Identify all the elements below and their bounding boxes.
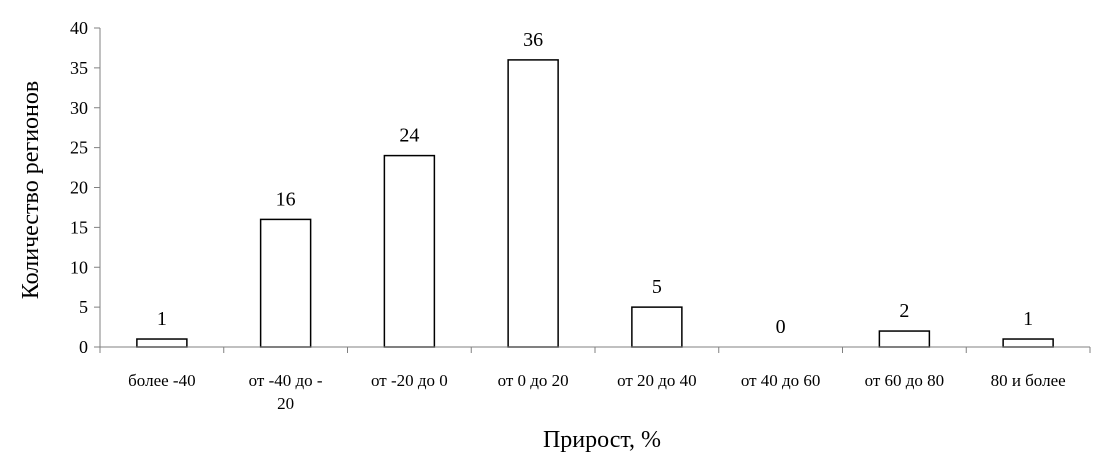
- y-tick-label: 0: [79, 337, 88, 357]
- bar: [507, 59, 559, 348]
- bar: [878, 330, 931, 348]
- bar: [259, 218, 312, 348]
- data-label: 36: [523, 29, 543, 51]
- y-axis-title: Количество регионов: [18, 81, 44, 299]
- x-tick-label: от -40 до -20: [249, 371, 323, 413]
- bar: [136, 338, 188, 348]
- y-tick-label: 5: [79, 297, 88, 317]
- data-label: 2: [899, 300, 909, 322]
- x-tick-label: 80 и более: [991, 371, 1066, 390]
- data-label: 1: [1023, 308, 1033, 330]
- data-labels: 1 16 24 36 5 0 2 1: [157, 29, 1033, 338]
- y-tick-label: 30: [70, 98, 88, 118]
- x-tick-label: от 20 до 40: [617, 371, 697, 390]
- x-tick-label: от 60 до 80: [865, 371, 945, 390]
- x-tick-label: от 40 до 60: [741, 371, 821, 390]
- bar: [631, 306, 683, 348]
- y-tick-label: 35: [70, 58, 88, 78]
- y-tick-label: 40: [70, 18, 88, 38]
- data-label: 1: [157, 308, 167, 330]
- data-label: 16: [276, 188, 296, 210]
- bar: [383, 154, 436, 348]
- bar: [1002, 338, 1054, 348]
- x-tick-label: от -20 до 0: [371, 371, 448, 390]
- x-tick-label: более -40: [128, 371, 195, 390]
- y-axis-ticks: 0 5 10 15 20 25 30 35 40: [70, 18, 101, 357]
- x-axis: [99, 346, 1091, 353]
- data-label: 24: [399, 125, 419, 147]
- y-tick-label: 20: [70, 178, 88, 198]
- y-tick-label: 25: [70, 138, 88, 158]
- category-labels: более -40 от -40 до -20 от -20 до 0 от 0 до…: [128, 371, 1066, 413]
- x-tick-label: от 0 до 20: [498, 371, 569, 390]
- data-label: 5: [652, 276, 662, 298]
- x-axis-title: Прирост, %: [543, 427, 661, 453]
- bars: [136, 59, 1054, 348]
- y-tick-label: 10: [70, 257, 88, 277]
- y-tick-label: 15: [70, 217, 88, 237]
- data-label: 0: [776, 316, 786, 338]
